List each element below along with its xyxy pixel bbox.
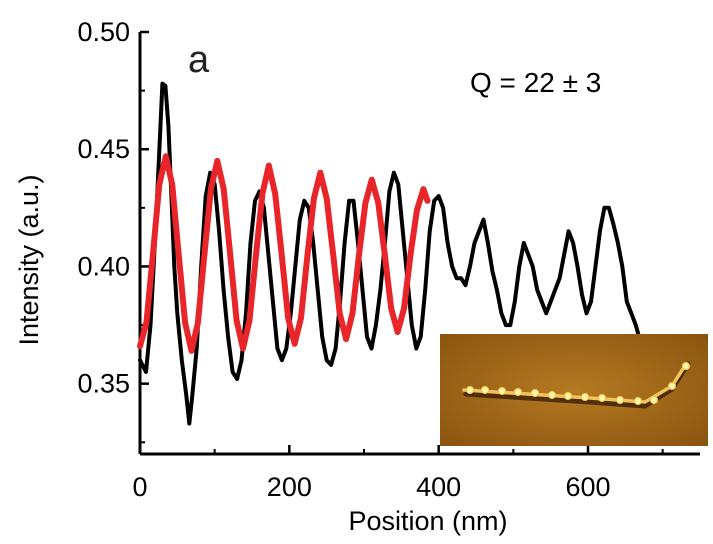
x-tick-label: 0 bbox=[132, 472, 147, 502]
strand-bead bbox=[530, 388, 540, 398]
y-axis-title: Intensity (a.u.) bbox=[14, 174, 44, 345]
ticks: 0 200 400 600 0.35 0.40 0.45 0.50 bbox=[77, 17, 664, 502]
x-tick-label: 400 bbox=[416, 472, 461, 502]
afm-inset bbox=[440, 334, 708, 446]
strand-bead bbox=[480, 385, 490, 395]
strand-bead bbox=[667, 381, 677, 391]
x-tick-label: 600 bbox=[565, 472, 610, 502]
plot-area bbox=[137, 81, 643, 426]
strand-bead bbox=[681, 361, 691, 371]
y-tick-label: 0.50 bbox=[77, 17, 130, 47]
strand-bead bbox=[615, 395, 625, 405]
x-tick-label: 200 bbox=[267, 472, 312, 502]
strand-bead bbox=[465, 385, 475, 395]
strand-bead bbox=[580, 392, 590, 402]
strand-bead bbox=[597, 393, 607, 403]
panel-label: a bbox=[188, 39, 210, 81]
series-fit-line bbox=[137, 153, 431, 354]
y-tick-label: 0.40 bbox=[77, 251, 130, 281]
q-annotation: Q = 22 ± 3 bbox=[470, 67, 601, 98]
strand-bead bbox=[633, 396, 643, 406]
strand-bead bbox=[649, 395, 659, 405]
strand-bead bbox=[547, 390, 557, 400]
y-tick-label: 0.35 bbox=[77, 369, 130, 399]
strand-bead bbox=[497, 386, 507, 396]
x-axis-title: Position (nm) bbox=[348, 506, 507, 536]
strand-bead bbox=[563, 391, 573, 401]
y-tick-label: 0.45 bbox=[77, 134, 130, 164]
strand-bead bbox=[513, 387, 523, 397]
